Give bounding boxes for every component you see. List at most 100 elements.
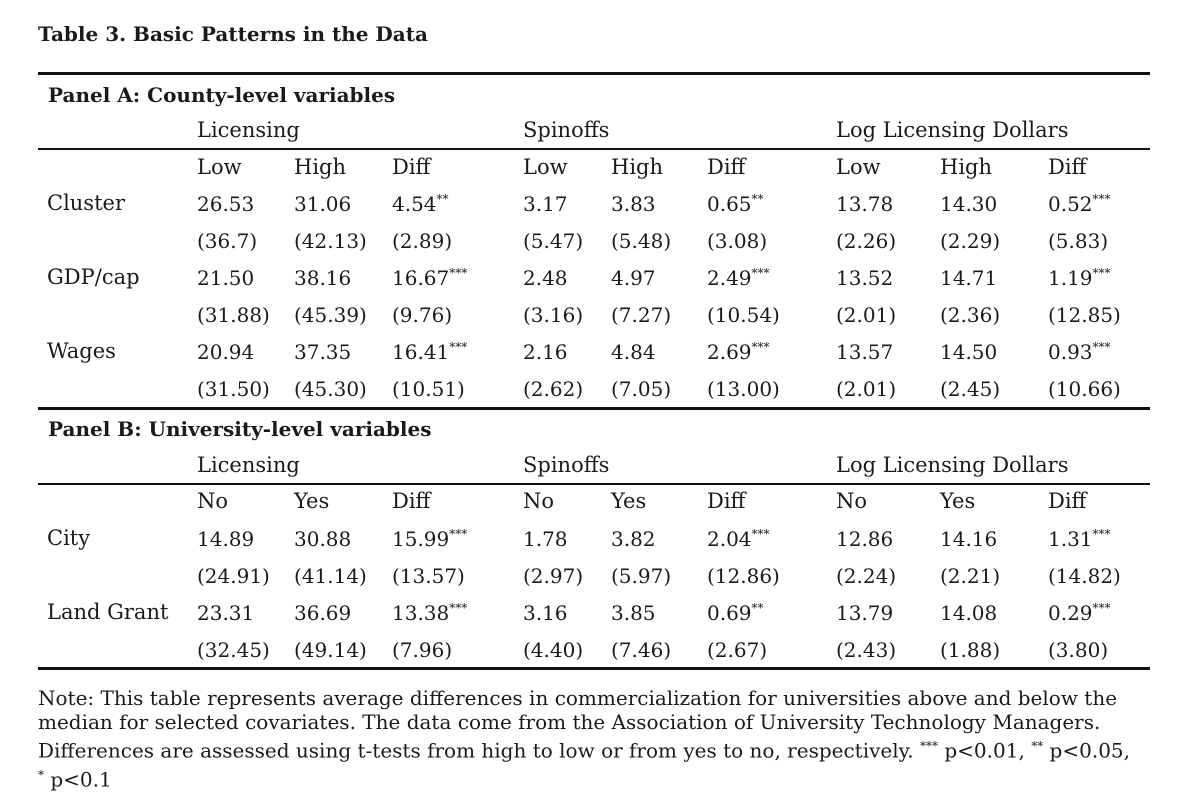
panel-b-title: Panel B: University-level variables: [48, 417, 432, 441]
note-line-2: median for selected covariates. The data…: [38, 710, 1101, 734]
panel-a-value-cell: 0.65**: [707, 192, 764, 216]
significance-stars: ***: [1092, 340, 1111, 354]
panel-a-se-cell: (2.89): [392, 229, 453, 253]
panel-b-se-cell: (3.80): [1048, 638, 1109, 662]
panel-b-subheader-6: Diff: [707, 489, 746, 513]
cell-value: 20.94: [197, 340, 255, 364]
panel-a-subheader-2: High: [294, 155, 346, 179]
panel-b-se-cell: (49.14): [294, 638, 367, 662]
panel-a-value-cell: 13.57: [836, 340, 893, 364]
significance-stars: **: [751, 192, 764, 206]
panel-b-subheader-5: Yes: [611, 489, 647, 513]
panel-b-se-cell: (32.45): [197, 638, 270, 662]
panel-a-group-licensing: Licensing: [197, 118, 300, 142]
panel-a-value-cell: 3.83: [611, 192, 656, 216]
cell-value: 30.88: [294, 527, 352, 551]
panel-a-subheader-5: High: [611, 155, 663, 179]
panel-b-value-cell: 3.82: [611, 527, 656, 551]
panel-a-se-cell: (13.00): [707, 377, 780, 401]
cell-value: 2.16: [523, 340, 568, 364]
panel-a-value-cell: 4.97: [611, 266, 656, 290]
note-line-3-text: Differences are assessed using t-tests f…: [38, 738, 914, 763]
panel-b-se-cell: (2.43): [836, 638, 897, 662]
cell-value: 1.78: [523, 527, 568, 551]
panel-a-subheader-3: Diff: [392, 155, 431, 179]
bottom-rule: [38, 667, 1150, 670]
panel-b-se-cell: (4.40): [523, 638, 584, 662]
panel-b-value-cell: 13.79: [836, 601, 893, 625]
panel-a-value-cell: 21.50: [197, 266, 254, 290]
panel-a-se-cell: (3.16): [523, 303, 584, 327]
significance-stars: ***: [449, 266, 468, 280]
significance-stars: ***: [751, 527, 770, 541]
cell-value: 2.69: [707, 340, 752, 364]
panel-a-se-cell: (2.26): [836, 229, 897, 253]
cell-value: 14.16: [940, 527, 998, 551]
panel-a-row-label: GDP/cap: [47, 265, 140, 289]
panel-a-se-cell: (45.30): [294, 377, 367, 401]
cell-value: 1.19: [1048, 266, 1093, 290]
panel-a-se-cell: (12.85): [1048, 303, 1121, 327]
panel-b-value-cell: 12.86: [836, 527, 893, 551]
panel-b-value-cell: 14.16: [940, 527, 997, 551]
panel-a-se-cell: (2.62): [523, 377, 584, 401]
cell-value: 2.04: [707, 527, 752, 551]
cell-value: 3.16: [523, 601, 568, 625]
panel-b-value-cell: 0.29***: [1048, 601, 1111, 625]
panel-a-value-cell: 0.52***: [1048, 192, 1111, 216]
cell-value: 31.06: [294, 192, 352, 216]
panel-a-value-cell: 14.30: [940, 192, 997, 216]
panel-separator-rule: [38, 407, 1150, 410]
panel-b-subheader-3: Diff: [392, 489, 431, 513]
panel-b-value-cell: 1.78: [523, 527, 568, 551]
cell-value: 14.50: [940, 340, 998, 364]
panel-a-se-cell: (45.39): [294, 303, 367, 327]
panel-b-value-cell: 1.31***: [1048, 527, 1111, 551]
cell-value: 26.53: [197, 192, 255, 216]
panel-a-value-cell: 38.16: [294, 266, 351, 290]
panel-a-se-cell: (3.08): [707, 229, 768, 253]
panel-b-se-cell: (1.88): [940, 638, 1001, 662]
cell-value: 14.08: [940, 601, 998, 625]
panel-b-se-cell: (2.67): [707, 638, 768, 662]
significance-stars: ***: [1092, 527, 1111, 541]
panel-a-se-cell: (2.01): [836, 303, 897, 327]
panel-b-subheader-4: No: [523, 489, 555, 513]
cell-value: 21.50: [197, 266, 255, 290]
panel-a-se-cell: (42.13): [294, 229, 367, 253]
cell-value: 14.89: [197, 527, 255, 551]
panel-b-se-cell: (2.24): [836, 564, 897, 588]
cell-value: 3.83: [611, 192, 656, 216]
significance-stars: ***: [449, 601, 468, 615]
panel-b-se-cell: (12.86): [707, 564, 780, 588]
panel-b-subheader-2: Yes: [294, 489, 330, 513]
panel-a-se-cell: (5.47): [523, 229, 584, 253]
note-sig2-text: p<0.05,: [1049, 738, 1130, 763]
panel-a-se-cell: (36.7): [197, 229, 258, 253]
significance-stars: ***: [449, 527, 468, 541]
panel-a-value-cell: 14.71: [940, 266, 997, 290]
note-sig3-stars: *: [38, 767, 44, 782]
cell-value: 15.99: [392, 527, 450, 551]
panel-a-se-cell: (10.66): [1048, 377, 1121, 401]
panel-b-value-cell: 3.16: [523, 601, 568, 625]
top-rule: [38, 72, 1150, 75]
note-sig3-text: p<0.1: [50, 767, 112, 792]
cell-value: 38.16: [294, 266, 352, 290]
panel-b-value-cell: 3.85: [611, 601, 656, 625]
panel-a-subheader-8: High: [940, 155, 992, 179]
significance-stars: **: [751, 601, 764, 615]
panel-a-se-cell: (5.83): [1048, 229, 1109, 253]
cell-value: 1.31: [1048, 527, 1093, 551]
panel-a-se-cell: (2.01): [836, 377, 897, 401]
panel-a-value-cell: 20.94: [197, 340, 254, 364]
panel-a-value-cell: 13.78: [836, 192, 893, 216]
panel-b-value-cell: 13.38***: [392, 601, 467, 625]
panel-a-se-cell: (9.76): [392, 303, 453, 327]
panel-b-value-cell: 23.31: [197, 601, 254, 625]
panel-a-se-cell: (31.88): [197, 303, 270, 327]
panel-b-value-cell: 36.69: [294, 601, 351, 625]
panel-a-se-cell: (10.51): [392, 377, 465, 401]
panel-b-subheader-7: No: [836, 489, 868, 513]
